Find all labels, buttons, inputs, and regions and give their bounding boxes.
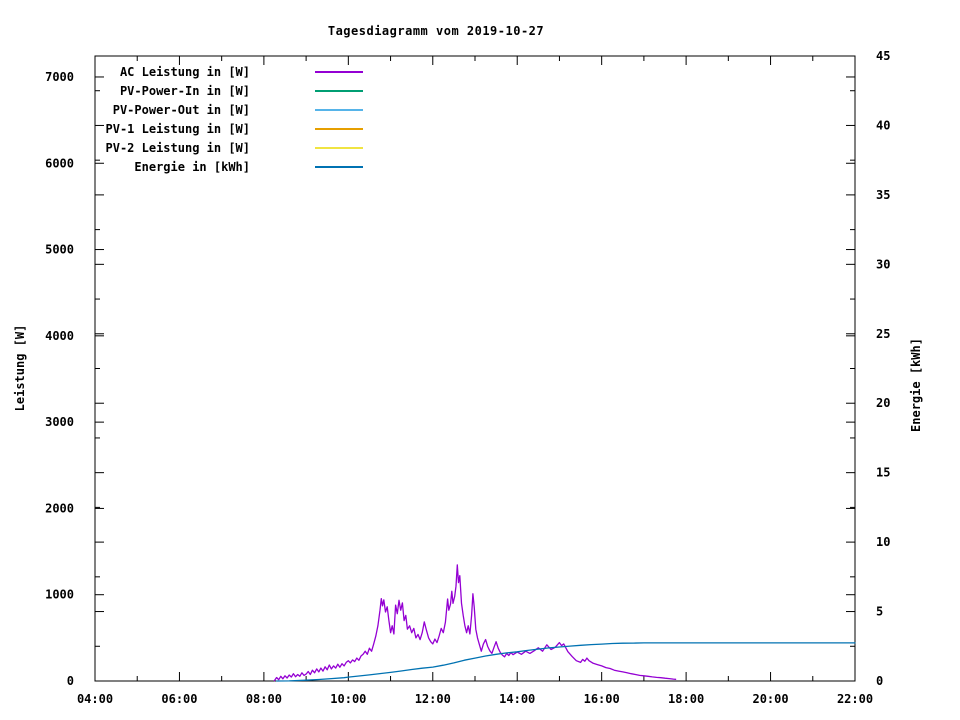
x-tick-label: 08:00 (246, 692, 282, 706)
legend-line-swatch (315, 89, 363, 92)
legend-item-pv-2-leistung-in-w: PV-2 Leistung in [W] (95, 138, 363, 157)
x-tick-label: 20:00 (752, 692, 788, 706)
y2-tick-label: 30 (876, 257, 890, 271)
x-tick-label: 10:00 (330, 692, 366, 706)
y-axis-label-right: Energie [kWh] (909, 338, 923, 432)
y2-tick-label: 15 (876, 466, 890, 480)
y2-tick-label: 25 (876, 327, 890, 341)
y1-tick-label: 1000 (45, 588, 74, 602)
chart-title: Tagesdiagramm vom 2019-10-27 (327, 24, 545, 38)
y2-tick-label: 20 (876, 396, 890, 410)
y-axis-label-left: Leistung [W] (13, 324, 27, 412)
legend-label: PV-Power-In in [W] (119, 83, 250, 98)
legend-label: Energie in [kWh] (134, 159, 250, 174)
x-tick-label: 12:00 (415, 692, 451, 706)
y1-tick-label: 5000 (45, 243, 74, 257)
legend-label: PV-1 Leistung in [W] (105, 121, 251, 136)
series-line-ac-leistung-in-w (273, 564, 677, 682)
y2-tick-label: 10 (876, 535, 890, 549)
y1-tick-label: 7000 (45, 70, 74, 84)
x-tick-label: 06:00 (161, 692, 197, 706)
legend-item-ac-leistung-in-w: AC Leistung in [W] (95, 62, 363, 81)
x-tick-label: 22:00 (837, 692, 873, 706)
x-tick-label: 16:00 (584, 692, 620, 706)
legend-label: PV-Power-Out in [W] (112, 102, 250, 117)
legend-item-pv-power-in-in-w: PV-Power-In in [W] (95, 81, 363, 100)
y1-tick-label: 3000 (45, 415, 74, 429)
y1-tick-label: 4000 (45, 329, 74, 343)
x-tick-label: 14:00 (499, 692, 535, 706)
series-line-energie-in-kwh (275, 642, 856, 682)
y1-tick-label: 0 (67, 674, 74, 688)
y2-tick-label: 45 (876, 49, 890, 63)
y1-tick-label: 2000 (45, 501, 74, 515)
legend-line-swatch (315, 165, 363, 168)
legend-line-swatch (315, 146, 363, 149)
y2-tick-label: 40 (876, 118, 890, 132)
legend-item-pv-1-leistung-in-w: PV-1 Leistung in [W] (95, 119, 363, 138)
y1-tick-label: 6000 (45, 156, 74, 170)
legend-line-swatch (315, 108, 363, 111)
x-tick-label: 04:00 (77, 692, 113, 706)
y2-tick-label: 0 (876, 674, 883, 688)
legend-line-swatch (315, 70, 363, 73)
x-tick-label: 18:00 (668, 692, 704, 706)
legend-item-energie-in-kwh: Energie in [kWh] (95, 157, 363, 176)
legend-label: AC Leistung in [W] (119, 64, 250, 79)
legend-item-pv-power-out-in-w: PV-Power-Out in [W] (95, 100, 363, 119)
y2-tick-label: 5 (876, 605, 883, 619)
legend-line-swatch (315, 127, 363, 130)
legend-label: PV-2 Leistung in [W] (105, 140, 251, 155)
y2-tick-label: 35 (876, 188, 890, 202)
